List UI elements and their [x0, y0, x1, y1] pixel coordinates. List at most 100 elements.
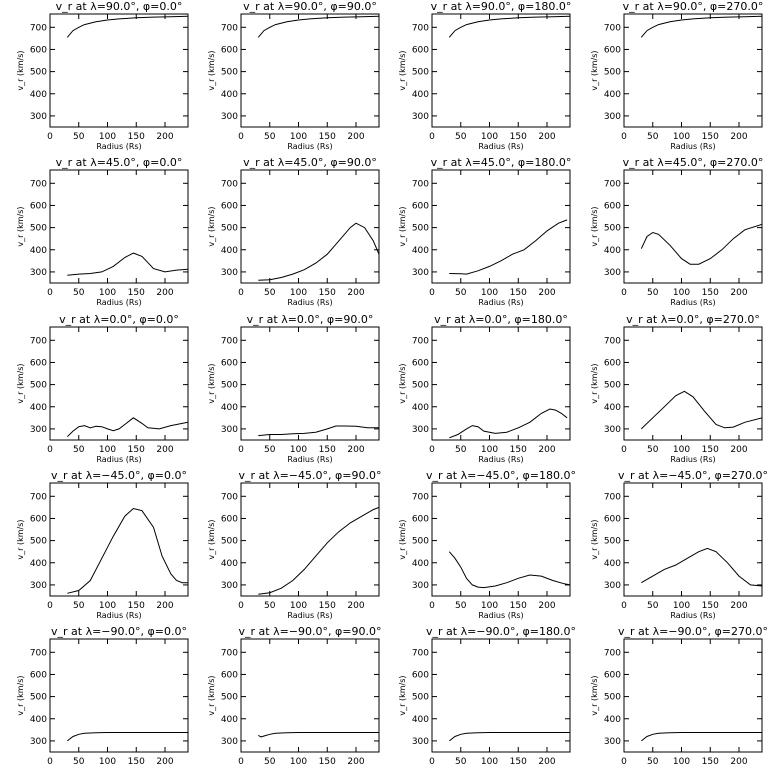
y-tick-label: 400 [604, 246, 621, 256]
y-tick-label: 700 [412, 492, 429, 502]
y-tick-label: 500 [412, 537, 429, 547]
panel: v_r at λ=0.0°, φ=0.0° 0 50 100 150 200 300 400 5… [16, 313, 189, 464]
x-axis-label: Radius (Rs) [670, 611, 715, 620]
panel: v_r at λ=−45.0°, φ=90.0° 0 50 100 150 200 300 4… [207, 469, 381, 620]
x-tick-label: 50 [73, 601, 85, 611]
x-tick-label: 100 [673, 601, 690, 611]
panel-title: v_r at λ=−90.0°, φ=90.0° [239, 625, 382, 638]
series-line [449, 219, 568, 275]
y-axis-label: v_r (km/s) [590, 675, 599, 715]
panel: v_r at λ=90.0°, φ=270.0° 0 50 100 150 200 300 4… [590, 0, 763, 151]
y-tick-label: 300 [604, 581, 621, 591]
plot-frame [623, 638, 763, 753]
y-tick-label: 400 [221, 715, 238, 725]
y-tick-label: 700 [30, 23, 47, 33]
x-tick-label: 150 [510, 601, 527, 611]
x-tick-label: 100 [673, 757, 690, 767]
series-line [66, 15, 188, 38]
x-tick-label: 0 [47, 757, 53, 767]
x-tick-label: 150 [319, 445, 336, 455]
panel-title: v_r at λ=−45.0°, φ=0.0° [51, 469, 187, 482]
x-tick-label: 0 [47, 132, 53, 142]
y-axis-label: v_r (km/s) [590, 363, 599, 403]
x-tick-label: 0 [238, 757, 244, 767]
y-tick-label: 500 [221, 224, 238, 234]
x-axis-label: Radius (Rs) [96, 298, 141, 307]
x-tick-label: 200 [347, 132, 364, 142]
x-tick-label: 0 [238, 601, 244, 611]
series-line [640, 390, 762, 430]
y-tick-label: 500 [604, 537, 621, 547]
x-tick-label: 0 [429, 757, 435, 767]
y-tick-label: 300 [221, 425, 238, 435]
y-tick-label: 500 [30, 68, 47, 78]
y-tick-label: 600 [221, 670, 238, 680]
x-tick-label: 150 [319, 288, 336, 298]
x-axis-label: Radius (Rs) [287, 611, 332, 620]
y-axis-label: v_r (km/s) [16, 519, 25, 559]
y-axis-label: v_r (km/s) [16, 363, 25, 403]
y-tick-label: 700 [221, 179, 238, 189]
x-tick-label: 150 [128, 757, 145, 767]
y-tick-label: 700 [604, 23, 621, 33]
panel-title: v_r at λ=−45.0°, φ=270.0° [618, 469, 768, 482]
x-tick-label: 150 [702, 288, 719, 298]
x-tick-label: 150 [319, 757, 336, 767]
x-tick-label: 50 [73, 445, 85, 455]
y-tick-label: 600 [412, 514, 429, 524]
x-tick-label: 200 [347, 601, 364, 611]
y-axis-label: v_r (km/s) [398, 206, 407, 246]
series-line [640, 732, 762, 742]
x-tick-label: 200 [156, 132, 173, 142]
series-line [449, 408, 568, 439]
series-line [67, 507, 188, 594]
y-axis-label: v_r (km/s) [398, 363, 407, 403]
y-tick-label: 500 [221, 381, 238, 391]
x-tick-label: 150 [128, 445, 145, 455]
plot-frame [49, 482, 189, 597]
x-tick-label: 100 [290, 445, 307, 455]
x-tick-label: 50 [455, 288, 467, 298]
panel-title: v_r at λ=0.0°, φ=180.0° [434, 313, 568, 326]
y-tick-label: 400 [30, 90, 47, 100]
x-tick-label: 50 [647, 288, 659, 298]
y-axis-label: v_r (km/s) [207, 519, 216, 559]
y-tick-label: 300 [30, 425, 47, 435]
y-tick-label: 600 [604, 358, 621, 368]
y-tick-label: 700 [604, 179, 621, 189]
plot-frame [623, 169, 763, 284]
y-tick-label: 400 [221, 403, 238, 413]
y-tick-label: 600 [30, 201, 47, 211]
y-tick-label: 500 [221, 537, 238, 547]
y-axis-label: v_r (km/s) [398, 519, 407, 559]
x-tick-label: 100 [99, 132, 116, 142]
x-tick-label: 150 [702, 601, 719, 611]
y-axis-label: v_r (km/s) [398, 50, 407, 90]
panel-title: v_r at λ=−90.0°, φ=270.0° [618, 625, 768, 638]
y-tick-label: 700 [221, 492, 238, 502]
y-axis-label: v_r (km/s) [207, 363, 216, 403]
y-tick-label: 400 [412, 90, 429, 100]
y-tick-label: 500 [30, 224, 47, 234]
panel-title: v_r at λ=45.0°, φ=90.0° [243, 156, 377, 169]
x-tick-label: 0 [47, 445, 53, 455]
y-tick-label: 400 [604, 90, 621, 100]
y-tick-label: 500 [604, 381, 621, 391]
y-tick-label: 300 [30, 581, 47, 591]
x-tick-label: 100 [481, 132, 498, 142]
plot-frame [431, 326, 571, 441]
panel-title: v_r at λ=−90.0°, φ=0.0° [51, 625, 187, 638]
panel-title: v_r at λ=45.0°, φ=270.0° [623, 156, 764, 169]
panel: v_r at λ=45.0°, φ=0.0° 0 50 100 150 200 300 400… [16, 156, 189, 307]
panel-title: v_r at λ=0.0°, φ=90.0° [247, 313, 374, 326]
panel-title: v_r at λ=−45.0°, φ=180.0° [426, 469, 576, 482]
x-tick-label: 100 [673, 288, 690, 298]
x-tick-label: 150 [702, 445, 719, 455]
y-tick-label: 500 [604, 224, 621, 234]
y-tick-label: 700 [221, 23, 238, 33]
x-tick-label: 0 [47, 288, 53, 298]
y-tick-label: 700 [30, 336, 47, 346]
panel: v_r at λ=45.0°, φ=90.0° 0 50 100 150 200 300 40… [207, 156, 380, 307]
y-tick-label: 500 [604, 693, 621, 703]
y-tick-label: 700 [30, 492, 47, 502]
